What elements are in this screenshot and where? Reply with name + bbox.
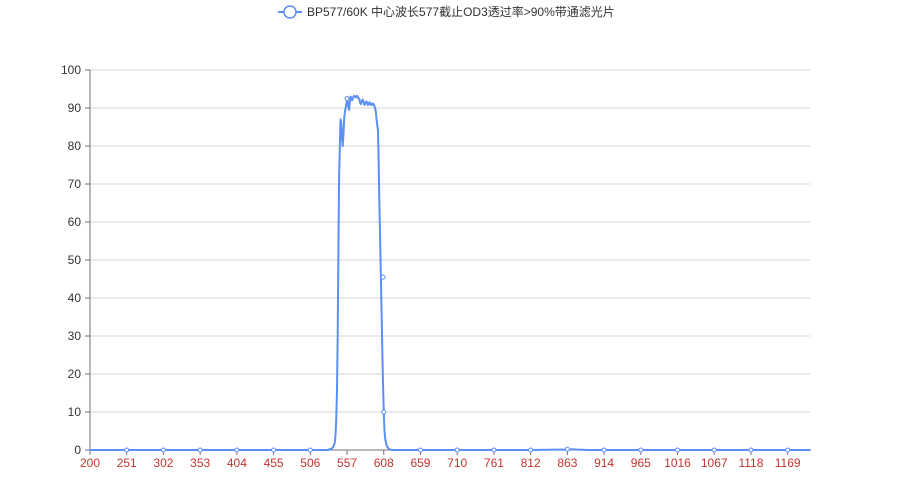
x-tick-label: 761: [484, 456, 504, 470]
x-tick-label: 863: [557, 456, 577, 470]
x-tick-label: 404: [227, 456, 247, 470]
x-tick-label: 710: [447, 456, 467, 470]
x-tick-label: 200: [80, 456, 100, 470]
grid-lines: [90, 69, 810, 413]
data-point[interactable]: [601, 447, 607, 453]
y-tick-label: 40: [68, 291, 82, 305]
x-tick-label: 659: [410, 456, 430, 470]
series-layer: [89, 94, 811, 453]
x-tick-label: 812: [521, 456, 541, 470]
y-tick-label: 60: [68, 215, 82, 229]
data-point[interactable]: [417, 447, 423, 453]
y-tick-label: 80: [68, 139, 82, 153]
legend[interactable]: BP577/60K 中心波长577截止OD3透过率>90%带通滤光片: [278, 4, 615, 19]
x-tick-label: 251: [117, 456, 137, 470]
y-tick-label: 20: [68, 367, 82, 381]
data-point[interactable]: [564, 446, 570, 452]
data-point[interactable]: [234, 447, 240, 453]
y-tick-label: 10: [68, 405, 82, 419]
data-point[interactable]: [454, 447, 460, 453]
data-point-highlight[interactable]: [380, 274, 386, 280]
legend-label: BP577/60K 中心波长577截止OD3透过率>90%带通滤光片: [307, 4, 615, 19]
tick-labels: 0 10 20 30 40 50 60 70 80 90 100 200 251 302 353 404 455…: [61, 63, 801, 470]
data-point[interactable]: [344, 96, 350, 101]
y-tick-label: 50: [68, 253, 82, 267]
data-point[interactable]: [528, 447, 534, 453]
data-point[interactable]: [748, 447, 754, 453]
data-point[interactable]: [197, 447, 203, 453]
x-tick-label: 914: [594, 456, 614, 470]
data-point[interactable]: [381, 409, 387, 415]
x-tick-label: 455: [264, 456, 284, 470]
x-tick-label: 302: [153, 456, 173, 470]
data-point[interactable]: [638, 447, 644, 453]
data-point[interactable]: [711, 447, 717, 453]
y-tick-label: 70: [68, 177, 82, 191]
y-tick-label: 30: [68, 329, 82, 343]
x-tick-label: 965: [631, 456, 651, 470]
x-tick-label: 353: [190, 456, 210, 470]
data-point[interactable]: [491, 447, 497, 453]
x-tick-label: 557: [337, 456, 357, 470]
x-tick-label: 506: [300, 456, 320, 470]
x-tick-label: 1169: [775, 456, 801, 470]
data-point[interactable]: [160, 447, 166, 453]
x-tick-label: 608: [374, 456, 394, 470]
y-tick-label: 100: [61, 63, 81, 77]
data-point[interactable]: [675, 447, 681, 453]
data-point[interactable]: [785, 447, 791, 453]
legend-line-icon: [278, 5, 302, 19]
legend-marker: [283, 5, 297, 19]
x-tick-label: 1016: [664, 456, 691, 470]
data-point[interactable]: [307, 447, 313, 453]
series-line-0[interactable]: [89, 94, 811, 451]
data-point[interactable]: [271, 447, 277, 453]
y-tick-label: 0: [74, 443, 81, 457]
x-tick-label: 1118: [738, 456, 763, 470]
y-tick-label: 90: [68, 101, 82, 115]
data-point[interactable]: [124, 447, 130, 453]
x-tick-label: 1067: [701, 456, 728, 470]
